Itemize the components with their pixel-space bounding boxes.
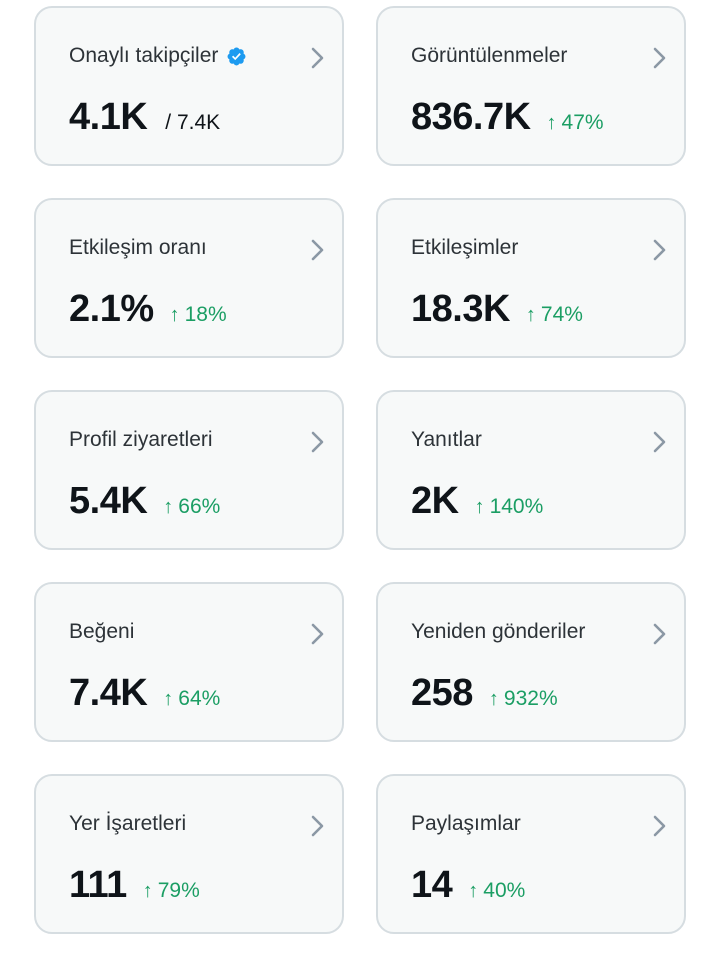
stat-value: 836.7K — [411, 96, 531, 138]
card-title-label: Yanıtlar — [411, 428, 482, 451]
stat-row: 7.4K ↑ 64% — [69, 672, 220, 715]
stat-change-value: 932% — [503, 687, 558, 710]
stat-change: ↑ 140% — [475, 495, 544, 519]
stat-value: 258 — [411, 672, 473, 714]
arrow-up-icon: ↑ — [474, 496, 485, 518]
arrow-up-icon: ↑ — [468, 880, 479, 902]
card-title: Yer İşaretleri — [69, 812, 186, 836]
stat-row: 2.1% ↑ 18% — [69, 288, 227, 331]
arrow-up-icon: ↑ — [142, 880, 153, 902]
stat-change: ↑ 79% — [143, 879, 200, 903]
stat-change-value: 47% — [561, 111, 604, 134]
stat-change-value: 40% — [483, 879, 526, 902]
card-likes[interactable]: Beğeni 7.4K ↑ 64% — [34, 582, 344, 742]
chevron-right-icon — [653, 623, 666, 645]
chevron-right-icon — [311, 239, 324, 261]
stat-change: ↑ 18% — [170, 303, 227, 327]
arrow-up-icon: ↑ — [169, 304, 180, 326]
chevron-right-icon — [653, 47, 666, 69]
card-title: Görüntülenmeler — [411, 44, 567, 68]
card-title: Etkileşimler — [411, 236, 518, 260]
stat-change-value: 66% — [178, 495, 221, 518]
card-title-label: Görüntülenmeler — [411, 44, 568, 67]
stat-value: 2K — [411, 480, 459, 522]
card-title: Etkileşim oranı — [69, 236, 207, 260]
stat-row: 18.3K ↑ 74% — [411, 288, 583, 331]
stat-value: 4.1K — [69, 96, 148, 138]
card-engagement-rate[interactable]: Etkileşim oranı 2.1% ↑ 18% — [34, 198, 344, 358]
stat-change: ↑ 64% — [163, 687, 220, 711]
stat-value: 111 — [69, 864, 127, 906]
card-title-label: Paylaşımlar — [411, 812, 521, 835]
card-title: Yeniden gönderiler — [411, 620, 585, 644]
verified-badge-icon — [227, 47, 246, 65]
stat-value: 2.1% — [69, 288, 154, 330]
stat-change-value: 64% — [178, 687, 221, 710]
chevron-right-icon — [311, 623, 324, 645]
stat-value: 5.4K — [69, 480, 148, 522]
card-engagements[interactable]: Etkileşimler 18.3K ↑ 74% — [376, 198, 686, 358]
stat-change-value: 140% — [489, 495, 544, 518]
stat-change: ↑ 47% — [547, 111, 604, 135]
arrow-up-icon: ↑ — [163, 496, 174, 518]
card-title: Profil ziyaretleri — [69, 428, 213, 452]
stat-total: / 7.4K — [165, 111, 221, 134]
chevron-right-icon — [311, 431, 324, 453]
stat-change-value: 18% — [184, 303, 227, 326]
arrow-up-icon: ↑ — [546, 112, 557, 134]
stat-change-value: 74% — [540, 303, 583, 326]
stat-row: 258 ↑ 932% — [411, 672, 558, 715]
stat-value: 18.3K — [411, 288, 510, 330]
stat-change: ↑ 74% — [526, 303, 583, 327]
card-title-label: Beğeni — [69, 620, 135, 643]
card-title: Paylaşımlar — [411, 812, 521, 836]
card-reposts[interactable]: Yeniden gönderiler 258 ↑ 932% — [376, 582, 686, 742]
arrow-up-icon: ↑ — [488, 688, 499, 710]
stat-row: 14 ↑ 40% — [411, 864, 525, 907]
chevron-right-icon — [653, 431, 666, 453]
card-title: Beğeni — [69, 620, 134, 644]
card-title-label: Onaylı takipçiler — [69, 44, 219, 67]
chevron-right-icon — [311, 815, 324, 837]
card-title-label: Yer İşaretleri — [69, 812, 187, 835]
card-bookmarks[interactable]: Yer İşaretleri 111 ↑ 79% — [34, 774, 344, 934]
stat-row: 4.1K / 7.4K — [69, 96, 220, 139]
chevron-right-icon — [653, 239, 666, 261]
stat-change: ↑ 40% — [468, 879, 525, 903]
stat-change: ↑ 66% — [163, 495, 220, 519]
chevron-right-icon — [311, 47, 324, 69]
analytics-card-grid: Onaylı takipçiler 4.1K / 7.4K Görüntülen… — [34, 6, 686, 934]
card-title-label: Etkileşim oranı — [69, 236, 207, 259]
stat-row: 111 ↑ 79% — [69, 864, 200, 907]
card-title: Yanıtlar — [411, 428, 482, 452]
card-title: Onaylı takipçiler — [69, 44, 247, 68]
card-verified-followers[interactable]: Onaylı takipçiler 4.1K / 7.4K — [34, 6, 344, 166]
card-title-label: Etkileşimler — [411, 236, 519, 259]
card-profile-visits[interactable]: Profil ziyaretleri 5.4K ↑ 66% — [34, 390, 344, 550]
chevron-right-icon — [653, 815, 666, 837]
card-title-label: Profil ziyaretleri — [69, 428, 213, 451]
stat-change-value: 79% — [157, 879, 200, 902]
stat-row: 5.4K ↑ 66% — [69, 480, 220, 523]
stat-row: 2K ↑ 140% — [411, 480, 543, 523]
arrow-up-icon: ↑ — [525, 304, 536, 326]
arrow-up-icon: ↑ — [163, 688, 174, 710]
card-impressions[interactable]: Görüntülenmeler 836.7K ↑ 47% — [376, 6, 686, 166]
card-shares[interactable]: Paylaşımlar 14 ↑ 40% — [376, 774, 686, 934]
card-title-label: Yeniden gönderiler — [411, 620, 586, 643]
stat-row: 836.7K ↑ 47% — [411, 96, 604, 139]
stat-value: 14 — [411, 864, 453, 906]
stat-change: ↑ 932% — [489, 687, 558, 711]
card-replies[interactable]: Yanıtlar 2K ↑ 140% — [376, 390, 686, 550]
stat-value: 7.4K — [69, 672, 148, 714]
